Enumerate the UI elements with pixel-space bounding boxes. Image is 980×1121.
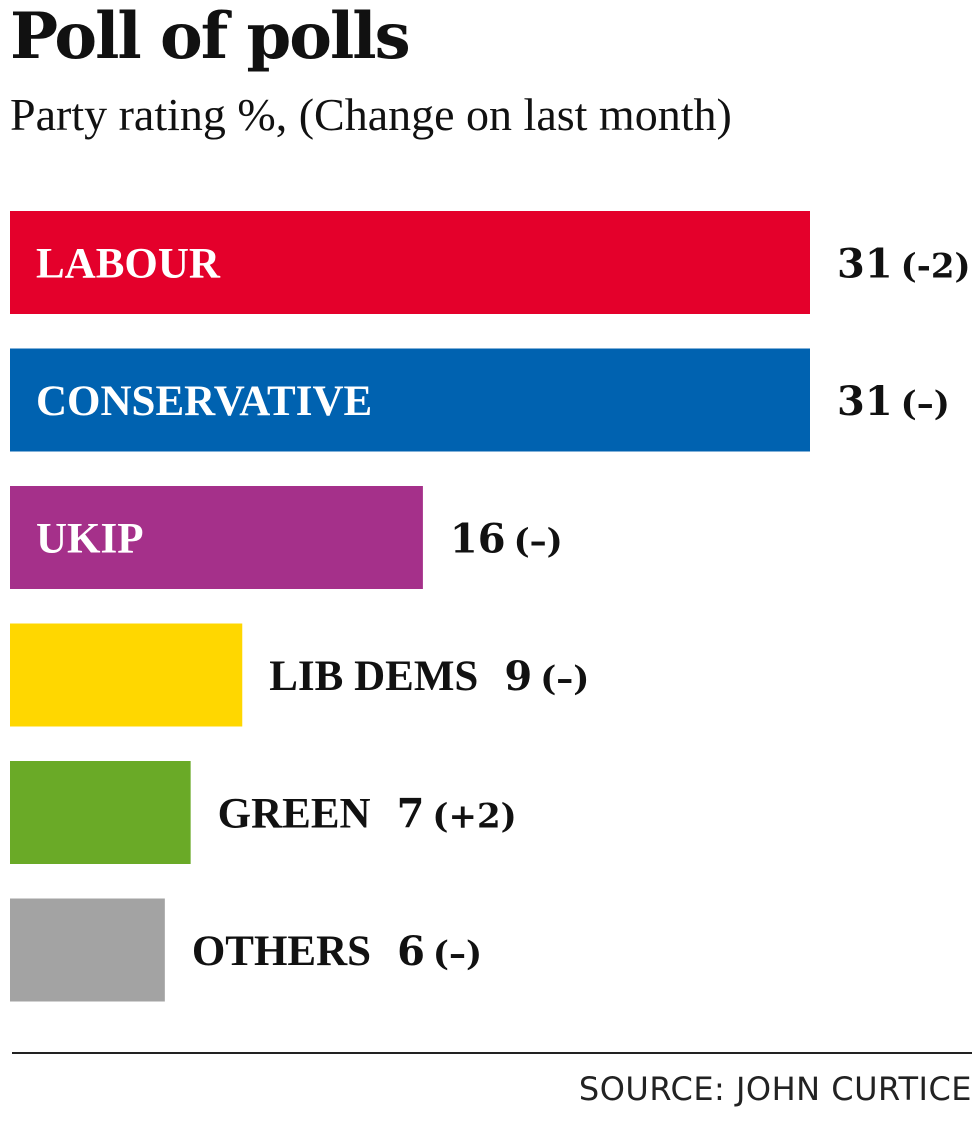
bar-chart: LABOUR 31 (-2)CONSERVATIVE 31 (–)UKIP 16 (–)LI… [10, 211, 971, 1002]
bar-ukip [10, 486, 423, 589]
value-label-green: 7 [397, 791, 425, 838]
bar-green [10, 761, 191, 864]
value-label-conservative: 31 [837, 378, 893, 425]
value-label-others: 6 [397, 928, 425, 975]
bar-label-labour: LABOUR [36, 241, 221, 288]
bar-others [10, 898, 165, 1002]
bar-label-lib-dems: LIB DEMS [269, 653, 478, 700]
change-label-conservative: (–) [901, 384, 950, 424]
footer-divider [12, 1052, 972, 1054]
bar-lib-dems [10, 623, 243, 727]
value-label-ukip: 16 [450, 516, 506, 563]
change-label-ukip: (–) [514, 522, 563, 562]
change-label-labour: (-2) [901, 247, 971, 287]
bar-label-conservative: CONSERVATIVE [36, 378, 372, 425]
source-credit: SOURCE: JOHN CURTICE [578, 1070, 972, 1108]
bar-label-green: GREEN [218, 791, 371, 838]
bar-conservative [10, 348, 810, 452]
chart-subtitle: Party rating %, (Change on last month) [10, 89, 732, 140]
bar-labour [10, 211, 810, 314]
change-label-lib-dems: (–) [540, 659, 589, 699]
change-label-others: (–) [433, 934, 482, 974]
chart-title: Poll of polls [10, 0, 411, 74]
bar-label-others: OTHERS [192, 928, 371, 975]
value-label-lib-dems: 9 [504, 653, 532, 700]
value-label-labour: 31 [837, 241, 893, 288]
change-label-green: (+2) [432, 797, 516, 837]
bar-label-ukip: UKIP [36, 516, 144, 563]
